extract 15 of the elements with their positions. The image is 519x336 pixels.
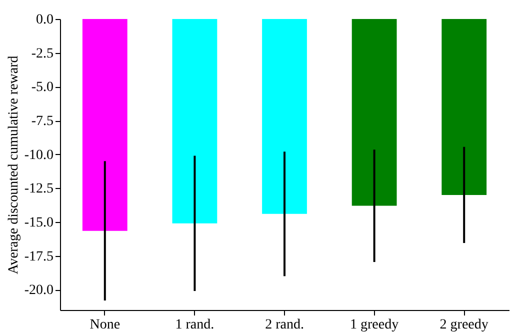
y-tick-label: -7.5 (31, 114, 54, 130)
y-tick-label: -5.0 (31, 80, 54, 96)
y-tick-label: 0.0 (36, 12, 54, 28)
y-tick-label: -15.0 (24, 216, 54, 231)
x-tick-label: 1 greedy (350, 318, 399, 332)
x-tick-label: 2 greedy (440, 318, 488, 332)
y-tick-label: -12.5 (24, 182, 54, 197)
y-tick-label: -2.5 (31, 46, 54, 62)
x-tick-label: None (90, 318, 120, 332)
y-tick-label: -10.0 (24, 148, 54, 163)
x-tick-label: 1 rand. (175, 318, 214, 332)
y-axis-title: Average discounted cumulative reward (6, 56, 22, 274)
x-tick-label: 2 rand. (265, 318, 304, 332)
y-tick-label: -17.5 (24, 249, 54, 264)
y-tick-label: -20.0 (24, 283, 54, 298)
